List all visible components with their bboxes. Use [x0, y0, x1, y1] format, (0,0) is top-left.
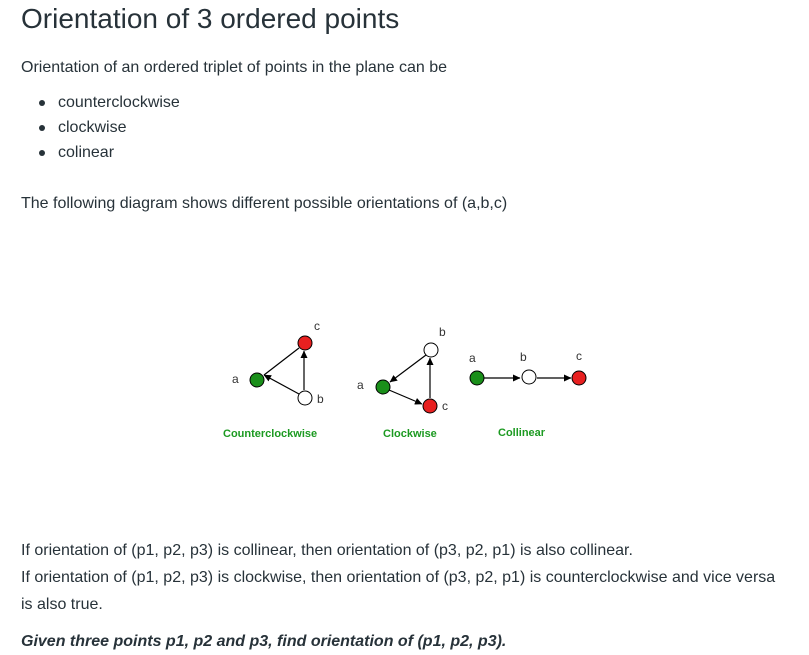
intro-text: Orientation of an ordered triplet of poi…	[21, 59, 448, 76]
bullet-icon	[39, 125, 45, 131]
list-item-label: colinear	[58, 144, 115, 161]
point-b	[423, 342, 439, 358]
collinear-panel: a b c Collinear	[469, 349, 587, 439]
clockwise-panel: a b c Clockwise	[357, 325, 448, 440]
point-a	[375, 379, 391, 395]
bullet-icon	[39, 100, 45, 106]
note-collinear: If orientation of (p1, p2, p3) is collin…	[21, 542, 633, 559]
caption-counterclockwise: Counterclockwise	[223, 428, 317, 440]
edge-c-a	[263, 347, 300, 376]
diagram-intro-text: The following diagram shows different po…	[21, 195, 508, 212]
point-label-b: b	[439, 325, 446, 339]
point-label-c: c	[442, 399, 448, 413]
note-clockwise: If orientation of (p1, p2, p3) is clockw…	[21, 569, 776, 586]
list-item: clockwise	[21, 115, 180, 140]
edge-a-b	[263, 374, 300, 395]
point-c	[571, 370, 587, 386]
point-a	[469, 370, 485, 386]
caption-collinear: Collinear	[498, 427, 546, 439]
list-item-label: clockwise	[58, 119, 127, 136]
point-label-b: b	[520, 350, 527, 364]
orientation-list: counterclockwise clockwise colinear	[21, 90, 180, 165]
edge-b-a	[389, 354, 427, 383]
point-c	[297, 335, 313, 351]
point-label-a: a	[357, 378, 364, 392]
point-label-a: a	[232, 372, 239, 386]
caption-clockwise: Clockwise	[383, 428, 437, 440]
point-b	[521, 369, 537, 385]
bullet-icon	[39, 150, 45, 156]
point-label-a: a	[469, 351, 476, 365]
point-label-b: b	[317, 392, 324, 406]
counterclockwise-panel: a b c Counterclockwise	[223, 319, 324, 440]
point-b	[297, 390, 313, 406]
task-statement: Given three points p1, p2 and p3, find o…	[21, 633, 507, 650]
point-c	[422, 398, 438, 414]
point-label-c: c	[576, 349, 582, 363]
list-item-label: counterclockwise	[58, 94, 180, 111]
list-item: colinear	[21, 140, 180, 165]
note-clockwise-continued: is also true.	[21, 596, 103, 613]
point-label-c: c	[314, 319, 320, 333]
point-a	[249, 372, 265, 388]
page-title: Orientation of 3 ordered points	[21, 3, 400, 34]
list-item: counterclockwise	[21, 90, 180, 115]
edge-a-c	[388, 389, 423, 405]
